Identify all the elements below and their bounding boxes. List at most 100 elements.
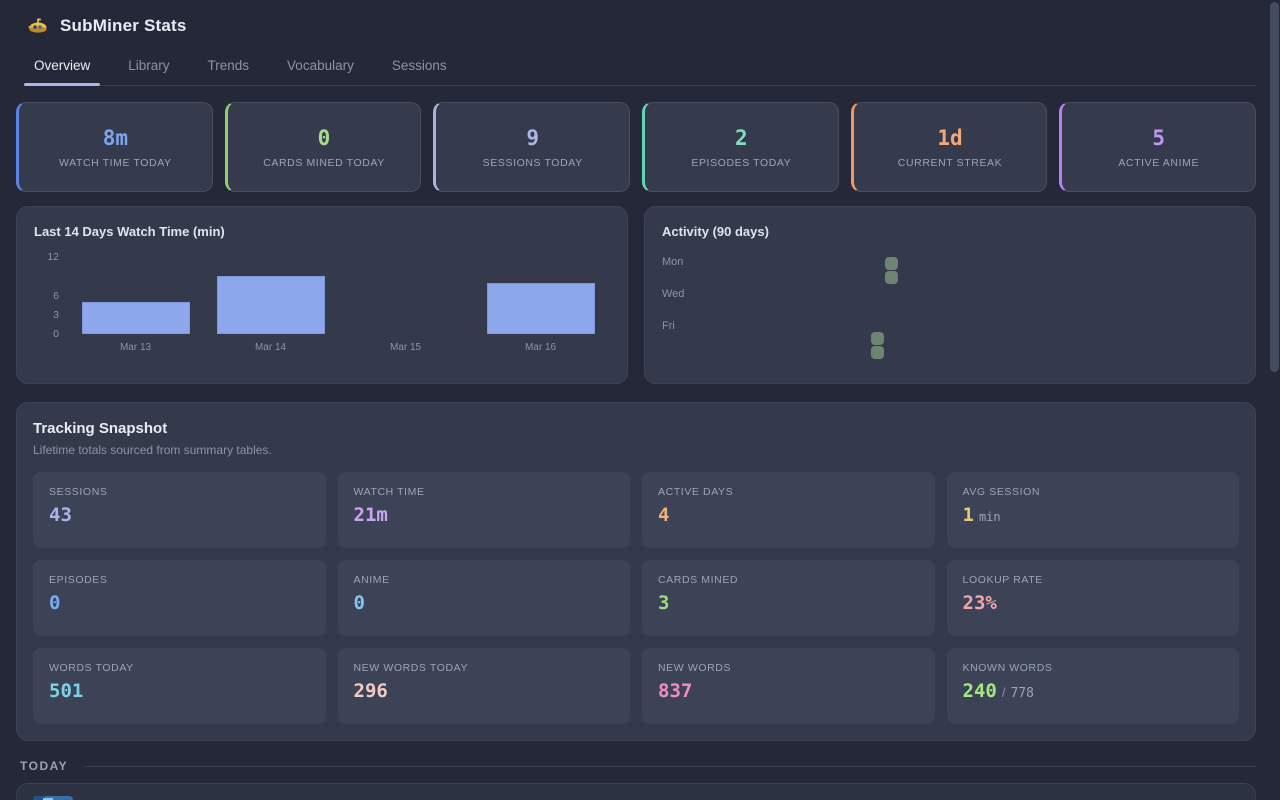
chart-bar [81, 302, 190, 334]
tile-label: ACTIVE DAYS [658, 486, 734, 498]
tracking-tile: EPISODES 0 [33, 560, 326, 636]
tile-value: 0 [49, 592, 61, 614]
tab-vocabulary[interactable]: Vocabulary [287, 58, 354, 73]
stat-card-value: 5 [1152, 125, 1166, 150]
watch-time-chart-panel: Last 14 Days Watch Time (min) 12 6 3 0 Mar 1… [16, 206, 628, 384]
tab-library[interactable]: Library [128, 58, 170, 73]
tile-value-row: 23% [963, 592, 1224, 614]
today-session-card[interactable] [16, 783, 1256, 800]
tile-value: 240 [962, 680, 997, 702]
today-divider [84, 765, 1256, 767]
heatmap-active-cell [885, 271, 898, 284]
tracking-tile: AVG SESSION 1 min [946, 472, 1239, 548]
tracking-subtitle: Lifetime totals sourced from summary tab… [33, 443, 272, 457]
tab-overview[interactable]: Overview [23, 48, 101, 86]
tile-value-row: 0 [49, 592, 310, 614]
stat-card-value: 1d [937, 125, 963, 150]
chart-bar [216, 276, 325, 334]
tile-value-row: 0 [354, 592, 615, 614]
tile-value: 837 [658, 680, 693, 702]
heatmap-row-label: Wed [662, 288, 685, 300]
y-axis-tick: 3 [53, 308, 59, 321]
tile-label: NEW WORDS TODAY [353, 662, 469, 674]
tile-value-row: 43 [49, 504, 310, 526]
tab-sessions[interactable]: Sessions [391, 58, 447, 73]
tile-value: 1 [962, 504, 974, 526]
tile-value: 43 [49, 504, 72, 526]
vertical-scrollbar[interactable] [1270, 2, 1279, 372]
heatmap-active-cell [885, 257, 898, 270]
stat-card: 1d CURRENT STREAK [850, 102, 1048, 192]
heatmap-active-cell [871, 332, 884, 345]
tracking-tile-grid: SESSIONS 43 WATCH TIME 21m ACTIVE DAYS 4 AVG S… [33, 472, 1239, 724]
submarine-icon [28, 16, 48, 36]
stat-card-label: CARDS MINED TODAY [263, 156, 385, 169]
x-axis-label: Mar 13 [119, 342, 152, 353]
stat-card-label: EPISODES TODAY [691, 156, 792, 169]
tile-label: AVG SESSION [962, 486, 1041, 498]
tile-label: CARDS MINED [658, 574, 739, 586]
tile-value-row: 240 / 778 [963, 680, 1224, 702]
tile-value-row: 3 [658, 592, 919, 614]
tile-label: WATCH TIME [353, 486, 425, 498]
tile-separator: / [1001, 685, 1006, 700]
activity-heatmap-panel: Activity (90 days) Mon Wed Fri [644, 206, 1256, 384]
stat-card: 2 EPISODES TODAY [642, 102, 839, 192]
today-section: TODAY [0, 759, 1280, 800]
x-axis-label: Mar 15 [389, 342, 422, 353]
tile-value-row: 296 [354, 680, 615, 702]
x-axis-label: Mar 16 [524, 342, 557, 353]
anime-thumbnail [33, 796, 73, 800]
y-axis-tick: 0 [53, 328, 59, 340]
stat-card: 0 CARDS MINED TODAY [224, 102, 422, 192]
tile-value: 501 [49, 680, 84, 702]
x-axis-label: Mar 14 [254, 342, 287, 353]
app-header: SubMiner Stats [0, 0, 1280, 42]
tile-label: WORDS TODAY [49, 662, 134, 674]
tile-total: 778 [1010, 686, 1034, 701]
tile-label: EPISODES [49, 574, 108, 586]
stat-card-label: WATCH TIME TODAY [59, 156, 172, 169]
tile-value-row: 501 [49, 680, 310, 702]
tile-value: 23% [962, 592, 997, 614]
tracking-title: Tracking Snapshot [33, 420, 168, 437]
tracking-tile: KNOWN WORDS 240 / 778 [946, 648, 1239, 724]
tile-label: ANIME [353, 574, 390, 586]
tab-bar: Overview Library Trends Vocabulary Sessions [23, 48, 1256, 86]
heatmap-row-label: Fri [662, 320, 675, 332]
today-label: TODAY [20, 759, 69, 773]
stat-card-label: CURRENT STREAK [897, 156, 1003, 169]
stat-card-row: 8m WATCH TIME TODAY 0 CARDS MINED TODAY 9 SES… [16, 102, 1257, 192]
tile-value: 296 [353, 680, 388, 702]
stat-card-value: 0 [317, 125, 331, 150]
tracking-snapshot-panel: Tracking Snapshot Lifetime totals source… [16, 402, 1256, 741]
y-axis-tick: 12 [47, 251, 59, 263]
tracking-tile: SESSIONS 43 [33, 472, 326, 548]
stat-card-value: 8m [102, 125, 128, 150]
chart-title: Last 14 Days Watch Time (min) [34, 224, 225, 239]
stat-card-label: ACTIVE ANIME [1118, 156, 1200, 169]
tile-label: KNOWN WORDS [962, 662, 1053, 674]
tile-label: NEW WORDS [658, 662, 732, 674]
tracking-tile: ACTIVE DAYS 4 [642, 472, 935, 548]
stat-card: 9 SESSIONS TODAY [433, 102, 631, 192]
tab-trends[interactable]: Trends [207, 58, 250, 73]
y-axis-tick: 6 [53, 289, 59, 302]
heatmap-title: Activity (90 days) [662, 224, 769, 239]
tile-value-row: 21m [354, 504, 615, 526]
heatmap-active-cell [871, 346, 884, 359]
tracking-tile: CARDS MINED 3 [642, 560, 935, 636]
stat-card: 5 ACTIVE ANIME [1059, 102, 1257, 192]
tile-value-row: 1 min [963, 504, 1224, 526]
tile-label: LOOKUP RATE [962, 574, 1043, 586]
tracking-tile: LOOKUP RATE 23% [946, 560, 1239, 636]
tile-value: 21m [353, 504, 388, 526]
tile-value: 3 [658, 592, 670, 614]
chart-bar [486, 283, 595, 334]
heatmap-row-label: Mon [662, 256, 684, 268]
tile-value-row: 4 [658, 504, 919, 526]
tile-value-row: 837 [658, 680, 919, 702]
stat-card: 8m WATCH TIME TODAY [16, 102, 213, 192]
page-title: SubMiner Stats [60, 16, 187, 35]
tile-value: 0 [353, 592, 365, 614]
